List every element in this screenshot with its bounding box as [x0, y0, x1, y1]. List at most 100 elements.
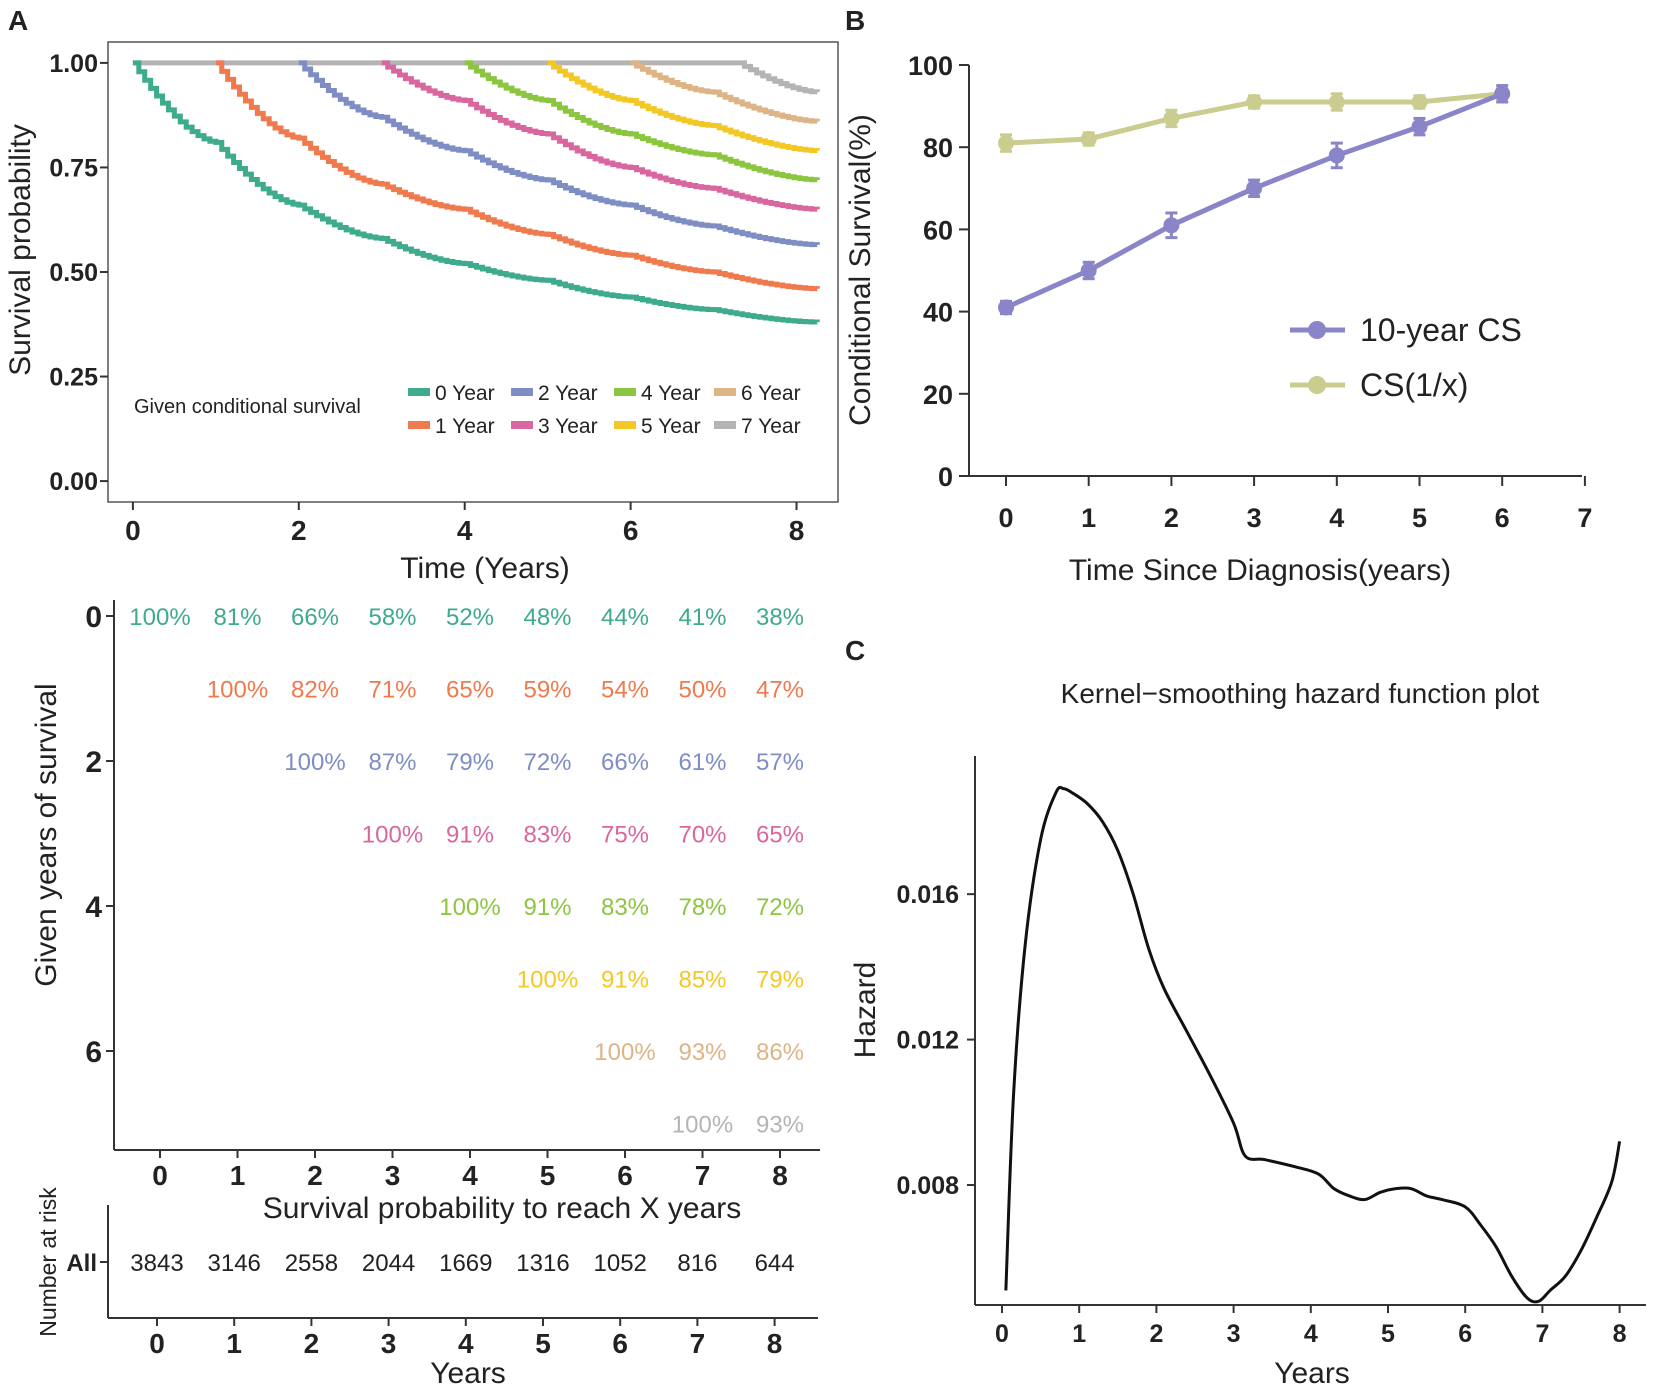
- km-legend-key: [408, 388, 430, 396]
- panel-a-label: A: [8, 5, 28, 36]
- km-curve-7: [132, 60, 820, 95]
- km-legend-item: 3 Year: [538, 415, 598, 438]
- risk-xtick-label: 4: [458, 1328, 474, 1359]
- km-legend-item: 7 Year: [741, 415, 801, 438]
- b-xtick-label: 1: [1081, 503, 1096, 533]
- km-legend-title: Given conditional survival: [134, 396, 361, 418]
- b-point: [1246, 180, 1263, 197]
- table-cell: 78%: [678, 894, 726, 921]
- km-xtick-label: 8: [789, 515, 805, 546]
- table-cell: 59%: [523, 677, 571, 704]
- c-xtick-label: 2: [1149, 1320, 1163, 1348]
- km-curve-1: [215, 60, 820, 292]
- b-point: [998, 135, 1014, 152]
- table-xtick-label: 7: [695, 1160, 711, 1191]
- c-xlabel: Years: [1274, 1357, 1350, 1390]
- table-ytick-label: 0: [85, 601, 102, 634]
- km-xtick-label: 6: [623, 515, 639, 546]
- c-xtick-label: 4: [1304, 1320, 1318, 1348]
- table-cell: 93%: [756, 1112, 804, 1139]
- c-ytick-label: 0.012: [896, 1027, 959, 1055]
- table-cell: 79%: [756, 967, 804, 994]
- c-xtick-label: 0: [995, 1320, 1009, 1348]
- km-legend-key: [614, 388, 636, 396]
- table-cell: 50%: [678, 677, 726, 704]
- b-point: [1411, 93, 1428, 110]
- risk-value: 3146: [208, 1250, 261, 1277]
- b-xtick-label: 5: [1412, 503, 1427, 533]
- km-xlabel: Time (Years): [400, 552, 569, 585]
- b-ytick-label: 80: [923, 133, 953, 163]
- risk-value: 816: [677, 1250, 717, 1277]
- km-legend-key: [511, 388, 533, 396]
- b-ytick-label: 40: [923, 298, 953, 328]
- risk-xtick-label: 1: [226, 1328, 242, 1359]
- table-cell: 100%: [439, 894, 500, 921]
- km-legend-key: [614, 421, 636, 429]
- table-ylabel: Given years of survival: [30, 683, 63, 986]
- b-xlabel: Time Since Diagnosis(years): [1069, 554, 1451, 587]
- risk-xlabel: Years: [430, 1357, 506, 1390]
- b-point: [998, 299, 1014, 316]
- b-legend-item: 10-year CS: [1360, 312, 1522, 348]
- table-cell: 47%: [756, 677, 804, 704]
- table-cell: 75%: [601, 822, 649, 849]
- b-ytick-label: 0: [938, 462, 953, 492]
- panel-b-label: B: [845, 5, 865, 36]
- b-legend-marker: [1308, 376, 1326, 394]
- table-cell: 48%: [523, 604, 571, 631]
- c-xtick-label: 8: [1613, 1320, 1627, 1348]
- table-xtick-label: 0: [152, 1160, 168, 1191]
- table-cell: 57%: [756, 749, 804, 776]
- table-cell: 83%: [601, 894, 649, 921]
- risk-value: 644: [755, 1250, 795, 1277]
- table-cell: 85%: [678, 967, 726, 994]
- km-ytick-label: 0.00: [49, 468, 98, 496]
- risk-xtick-label: 8: [767, 1328, 783, 1359]
- table-cell: 91%: [446, 822, 494, 849]
- table-cell: 79%: [446, 749, 494, 776]
- table-cell: 100%: [672, 1112, 733, 1139]
- table-cell: 71%: [368, 677, 416, 704]
- c-xtick-label: 7: [1535, 1320, 1549, 1348]
- km-xtick-label: 4: [457, 515, 473, 546]
- table-xlabel: Survival probability to reach X years: [263, 1192, 742, 1225]
- km-legend-key: [714, 388, 736, 396]
- c-title: Kernel−smoothing hazard function plot: [1061, 678, 1540, 709]
- risk-value: 2558: [285, 1250, 338, 1277]
- risk-row-label: All: [66, 1250, 97, 1277]
- table-xtick-label: 5: [540, 1160, 556, 1191]
- table-cell: 61%: [678, 749, 726, 776]
- risk-xtick-label: 6: [612, 1328, 628, 1359]
- km-legend-item: 1 Year: [435, 415, 495, 438]
- km-legend-item: 2 Year: [538, 382, 598, 405]
- table-cell: 100%: [129, 604, 190, 631]
- table-cell: 72%: [756, 894, 804, 921]
- table-cell: 93%: [678, 1039, 726, 1066]
- b-point: [1328, 147, 1345, 164]
- risk-value: 3843: [130, 1250, 183, 1277]
- panel-c-label: C: [845, 635, 865, 666]
- b-xtick-label: 3: [1247, 503, 1262, 533]
- risk-xtick-label: 2: [304, 1328, 320, 1359]
- b-point: [1080, 130, 1097, 147]
- table-cell: 91%: [601, 967, 649, 994]
- b-ytick-label: 20: [923, 380, 953, 410]
- km-ytick-label: 0.50: [49, 259, 98, 287]
- km-xtick-label: 0: [125, 515, 141, 546]
- km-curve-4: [464, 60, 820, 183]
- table-cell: 82%: [291, 677, 339, 704]
- c-ytick-label: 0.016: [896, 881, 959, 909]
- table-cell: 72%: [523, 749, 571, 776]
- table-cell: 83%: [523, 822, 571, 849]
- km-ylabel: Survival probability: [4, 124, 37, 376]
- table-cell: 41%: [678, 604, 726, 631]
- b-legend-item: CS(1/x): [1360, 367, 1468, 403]
- b-point: [1246, 93, 1263, 110]
- km-legend-item: 6 Year: [741, 382, 801, 405]
- table-xtick-label: 4: [462, 1160, 478, 1191]
- b-legend-marker: [1308, 321, 1326, 339]
- table-cell: 54%: [601, 677, 649, 704]
- risk-ylabel: Number at risk: [35, 1187, 61, 1337]
- table-cell: 86%: [756, 1039, 804, 1066]
